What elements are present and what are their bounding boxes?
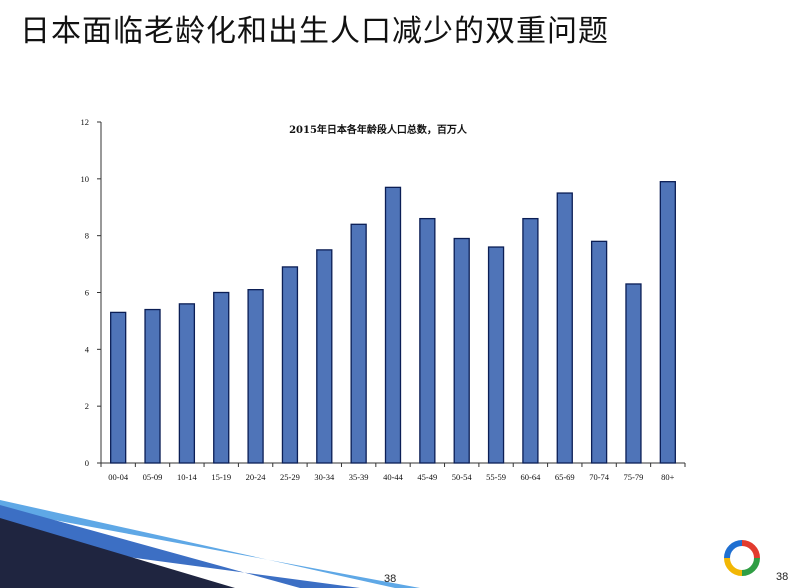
- x-tick-label: 05-09: [143, 472, 163, 482]
- y-tick-label: 6: [85, 288, 89, 298]
- x-tick-labels: 00-04 05-09 10-14 15-19 20-24 25-29 30-34 35-39…: [108, 472, 674, 482]
- x-tick-label: 20-24: [246, 472, 267, 482]
- page-number-right: 38: [776, 571, 789, 583]
- bar-60-64: [522, 217, 539, 464]
- y-tick-label: 0: [85, 458, 89, 468]
- bar-15-19: [213, 291, 230, 464]
- chart-bars: [110, 181, 676, 464]
- bar-00-04: [110, 311, 127, 464]
- bar-55-59: [487, 246, 505, 464]
- bar-40-44: [384, 186, 402, 464]
- x-tick-label: 65-69: [555, 472, 575, 482]
- x-tick-label: 35-39: [349, 472, 369, 482]
- x-tick-label: 45-49: [417, 472, 437, 482]
- y-tick-label: 4: [85, 344, 90, 354]
- x-tick-label: 15-19: [211, 472, 231, 482]
- chart-title: 2015年日本各年龄段人口总数，百万人: [289, 123, 468, 136]
- colorful-ring-logo-icon: [724, 540, 760, 576]
- x-tick-label: 75-79: [624, 472, 644, 482]
- slide-title: 日本面临老龄化和出生人口减少的双重问题: [20, 14, 609, 49]
- x-tick-label: 25-29: [280, 472, 300, 482]
- bar-65-69: [556, 192, 573, 464]
- bar-05-09: [144, 308, 161, 464]
- x-tick-label: 00-04: [108, 472, 129, 482]
- x-tick-label: 80+: [661, 472, 675, 482]
- bar-75-79: [625, 283, 642, 464]
- bar-50-54: [453, 237, 470, 464]
- bar-20-24: [247, 289, 264, 464]
- page-number-center: 38: [384, 573, 397, 585]
- x-tick-label: 55-59: [486, 472, 506, 482]
- x-tick-label: 60-64: [520, 472, 541, 482]
- y-tick-label: 10: [81, 174, 90, 184]
- bar-80+: [659, 181, 676, 464]
- x-tick-label: 10-14: [177, 472, 198, 482]
- x-tick-label: 40-44: [383, 472, 404, 482]
- x-tick-label: 30-34: [314, 472, 335, 482]
- y-tick-label: 2: [85, 401, 89, 411]
- bar-10-14: [178, 303, 196, 464]
- bar-25-29: [281, 266, 299, 464]
- decor-dark-wedge: [0, 518, 235, 588]
- bar-70-74: [590, 240, 608, 464]
- bar-35-39: [350, 223, 367, 464]
- y-tick-label: 8: [85, 231, 89, 241]
- x-tick-label: 50-54: [452, 472, 473, 482]
- y-tick-labels: 0 2 4 6 8 10 12: [81, 117, 90, 468]
- y-tick-label: 12: [81, 117, 90, 127]
- bar-45-49: [419, 217, 436, 464]
- x-tick-label: 70-74: [589, 472, 610, 482]
- bar-30-34: [316, 249, 333, 464]
